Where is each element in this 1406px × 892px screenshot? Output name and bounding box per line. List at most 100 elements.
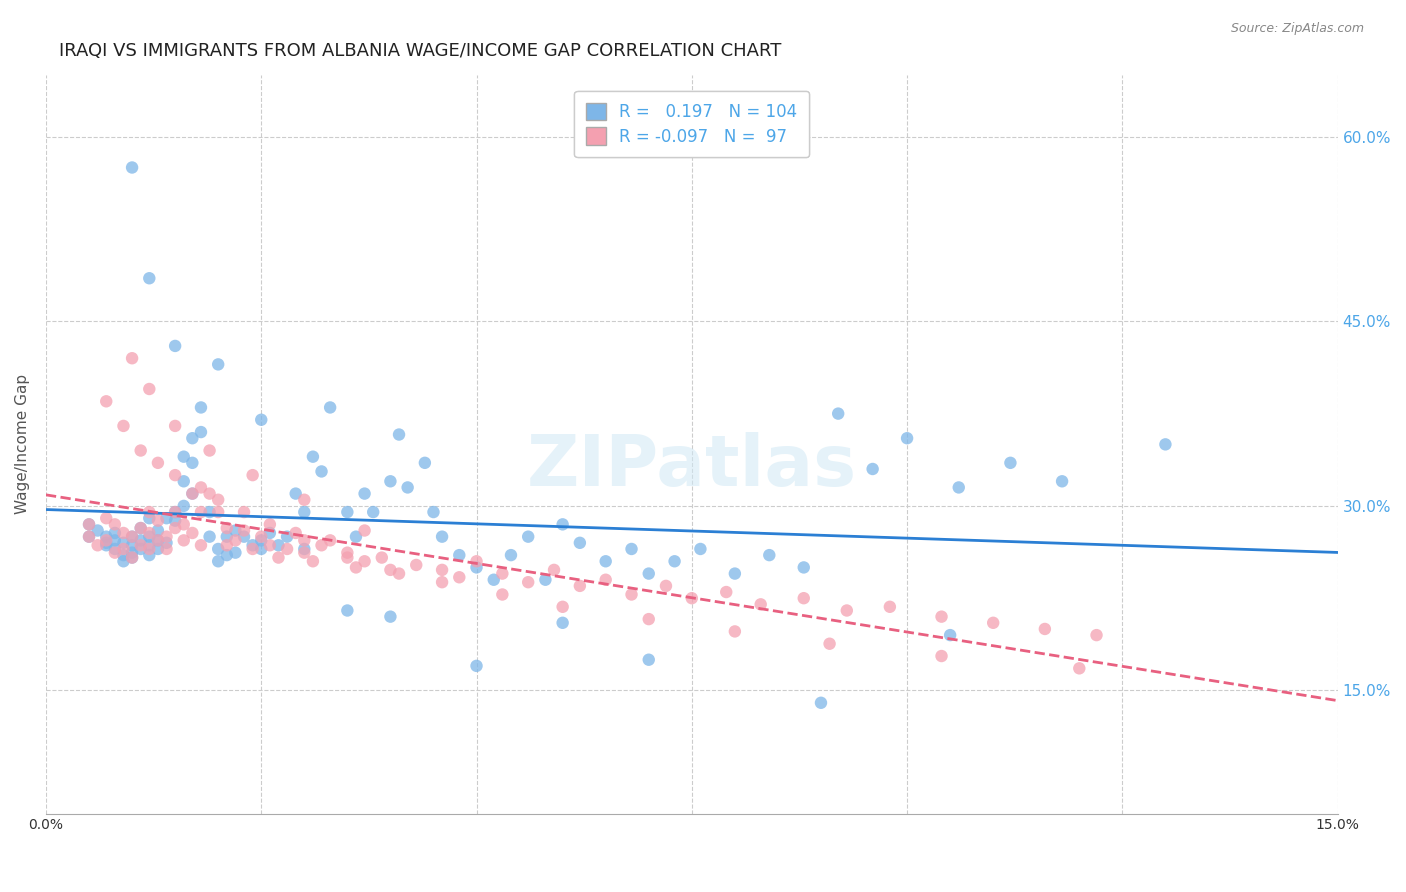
- Immigrants from Albania: [551, 599, 574, 614]
- Immigrants from Albania: [336, 546, 359, 560]
- Iraqis: [311, 465, 333, 479]
- Iraqis: [862, 462, 884, 476]
- Iraqis: [121, 161, 143, 175]
- Immigrants from Albania: [198, 443, 221, 458]
- Immigrants from Albania: [353, 554, 375, 568]
- Immigrants from Albania: [112, 541, 135, 556]
- Iraqis: [121, 550, 143, 565]
- Iraqis: [534, 573, 557, 587]
- Iraqis: [198, 530, 221, 544]
- Immigrants from Albania: [981, 615, 1004, 630]
- Iraqis: [250, 541, 273, 556]
- Iraqis: [129, 533, 152, 548]
- Immigrants from Albania: [215, 538, 238, 552]
- Iraqis: [165, 505, 187, 519]
- Iraqis: [568, 536, 591, 550]
- Immigrants from Albania: [267, 550, 290, 565]
- Iraqis: [380, 609, 402, 624]
- Immigrants from Albania: [292, 533, 315, 548]
- Immigrants from Albania: [155, 541, 177, 556]
- Iraqis: [104, 533, 127, 548]
- Immigrants from Albania: [388, 566, 411, 581]
- Iraqis: [77, 517, 100, 532]
- Immigrants from Albania: [233, 505, 256, 519]
- Iraqis: [242, 538, 264, 552]
- Iraqis: [430, 530, 453, 544]
- Iraqis: [939, 628, 962, 642]
- Legend: R =   0.197   N = 104, R = -0.097   N =  97: R = 0.197 N = 104, R = -0.097 N = 97: [575, 91, 810, 157]
- Iraqis: [267, 538, 290, 552]
- Immigrants from Albania: [931, 648, 953, 663]
- Iraqis: [250, 413, 273, 427]
- Immigrants from Albania: [224, 533, 246, 548]
- Iraqis: [948, 480, 970, 494]
- Text: ZIPatlas: ZIPatlas: [527, 432, 856, 501]
- Immigrants from Albania: [380, 563, 402, 577]
- Immigrants from Albania: [250, 530, 273, 544]
- Iraqis: [465, 560, 488, 574]
- Text: Source: ZipAtlas.com: Source: ZipAtlas.com: [1230, 22, 1364, 36]
- Text: IRAQI VS IMMIGRANTS FROM ALBANIA WAGE/INCOME GAP CORRELATION CHART: IRAQI VS IMMIGRANTS FROM ALBANIA WAGE/IN…: [59, 42, 782, 60]
- Immigrants from Albania: [146, 514, 169, 528]
- Iraqis: [499, 548, 522, 562]
- Iraqis: [465, 658, 488, 673]
- Immigrants from Albania: [716, 585, 738, 599]
- Immigrants from Albania: [138, 541, 160, 556]
- Iraqis: [302, 450, 325, 464]
- Iraqis: [810, 696, 832, 710]
- Iraqis: [353, 486, 375, 500]
- Immigrants from Albania: [344, 560, 367, 574]
- Iraqis: [77, 530, 100, 544]
- Immigrants from Albania: [259, 538, 281, 552]
- Iraqis: [138, 548, 160, 562]
- Immigrants from Albania: [215, 521, 238, 535]
- Iraqis: [1050, 475, 1073, 489]
- Iraqis: [181, 486, 204, 500]
- Iraqis: [637, 566, 659, 581]
- Iraqis: [380, 475, 402, 489]
- Immigrants from Albania: [112, 418, 135, 433]
- Iraqis: [758, 548, 780, 562]
- Immigrants from Albania: [242, 468, 264, 483]
- Immigrants from Albania: [1033, 622, 1056, 636]
- Immigrants from Albania: [242, 541, 264, 556]
- Immigrants from Albania: [259, 517, 281, 532]
- Iraqis: [96, 536, 118, 550]
- Iraqis: [155, 511, 177, 525]
- Immigrants from Albania: [77, 517, 100, 532]
- Immigrants from Albania: [233, 524, 256, 538]
- Immigrants from Albania: [430, 563, 453, 577]
- Iraqis: [112, 536, 135, 550]
- Immigrants from Albania: [104, 546, 127, 560]
- Iraqis: [112, 548, 135, 562]
- Iraqis: [284, 486, 307, 500]
- Immigrants from Albania: [121, 530, 143, 544]
- Immigrants from Albania: [96, 511, 118, 525]
- Immigrants from Albania: [96, 533, 118, 548]
- Immigrants from Albania: [620, 587, 643, 601]
- Immigrants from Albania: [835, 603, 858, 617]
- Immigrants from Albania: [173, 517, 195, 532]
- Iraqis: [449, 548, 471, 562]
- Iraqis: [96, 538, 118, 552]
- Immigrants from Albania: [146, 456, 169, 470]
- Iraqis: [637, 653, 659, 667]
- Iraqis: [215, 548, 238, 562]
- Immigrants from Albania: [371, 550, 394, 565]
- Iraqis: [336, 603, 359, 617]
- Immigrants from Albania: [517, 575, 540, 590]
- Y-axis label: Wage/Income Gap: Wage/Income Gap: [15, 375, 30, 515]
- Iraqis: [198, 505, 221, 519]
- Immigrants from Albania: [319, 533, 342, 548]
- Iraqis: [276, 530, 298, 544]
- Iraqis: [155, 536, 177, 550]
- Iraqis: [388, 427, 411, 442]
- Immigrants from Albania: [207, 505, 229, 519]
- Iraqis: [207, 554, 229, 568]
- Immigrants from Albania: [104, 517, 127, 532]
- Immigrants from Albania: [146, 533, 169, 548]
- Immigrants from Albania: [491, 566, 513, 581]
- Iraqis: [1154, 437, 1177, 451]
- Iraqis: [181, 431, 204, 445]
- Iraqis: [146, 533, 169, 548]
